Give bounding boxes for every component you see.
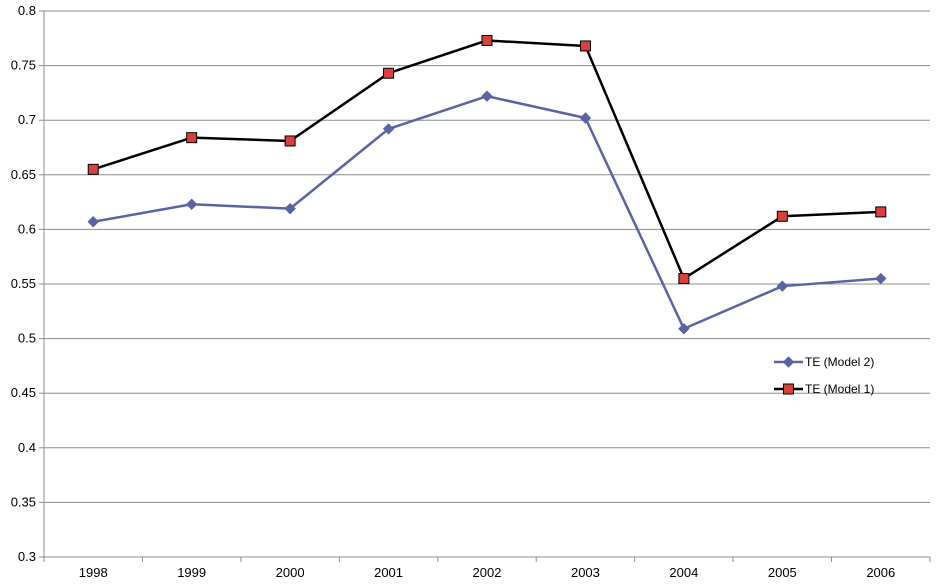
y-tick-label: 0.3 — [18, 549, 36, 564]
data-point — [579, 40, 591, 52]
gridlines — [44, 10, 930, 558]
data-point — [678, 323, 690, 335]
data-point — [185, 198, 198, 210]
y-tick-label: 0.45 — [11, 385, 36, 400]
data-point — [579, 112, 592, 124]
legend: TE (Model 2) TE (Model 1) — [774, 355, 874, 396]
x-tick-label: 1999 — [177, 565, 206, 580]
data-point — [481, 34, 493, 46]
y-tick-label: 0.65 — [11, 167, 36, 182]
series-lines — [87, 34, 887, 335]
data-point — [186, 132, 198, 144]
y-tick-label: 0.55 — [11, 276, 36, 291]
y-tick-labels: 0.3 0.35 0.4 0.45 0.5 0.55 0.6 0.65 0.7 0.75 0.8 — [11, 3, 36, 564]
y-tick-label: 0.6 — [18, 221, 36, 236]
x-tick-label: 2006 — [866, 565, 895, 580]
data-point — [284, 202, 296, 215]
x-tick-label: 2005 — [768, 565, 797, 580]
data-point — [875, 206, 887, 218]
legend-label: TE (Model 2) — [805, 355, 874, 369]
y-tick-label: 0.4 — [18, 440, 36, 455]
x-tick-labels: 1998 1999 2000 2001 2002 2003 2004 2005 2006 — [79, 565, 895, 580]
x-tick-label: 2002 — [473, 565, 502, 580]
data-point — [87, 216, 99, 228]
data-point — [382, 123, 395, 135]
legend-swatch-marker — [782, 356, 795, 368]
x-tick-label: 2003 — [571, 565, 600, 580]
y-tick-label: 0.7 — [18, 112, 36, 127]
data-point — [383, 67, 395, 79]
y-tick-label: 0.8 — [18, 3, 36, 18]
x-tick-label: 1998 — [79, 565, 108, 580]
y-tick-label: 0.35 — [11, 494, 36, 509]
legend-swatch-marker — [783, 383, 794, 395]
x-tick-label: 2001 — [374, 565, 403, 580]
data-point — [284, 135, 296, 147]
x-tick-label: 2000 — [276, 565, 305, 580]
data-point — [776, 280, 789, 292]
y-tick-label: 0.75 — [11, 58, 36, 73]
data-point — [481, 90, 493, 102]
data-point — [87, 163, 99, 175]
data-point — [678, 273, 690, 285]
axes — [39, 10, 931, 562]
x-tick-label: 2004 — [669, 565, 698, 580]
data-point — [875, 272, 887, 285]
legend-label: TE (Model 1) — [805, 382, 874, 396]
data-point — [776, 210, 788, 222]
y-tick-label: 0.5 — [18, 331, 36, 346]
